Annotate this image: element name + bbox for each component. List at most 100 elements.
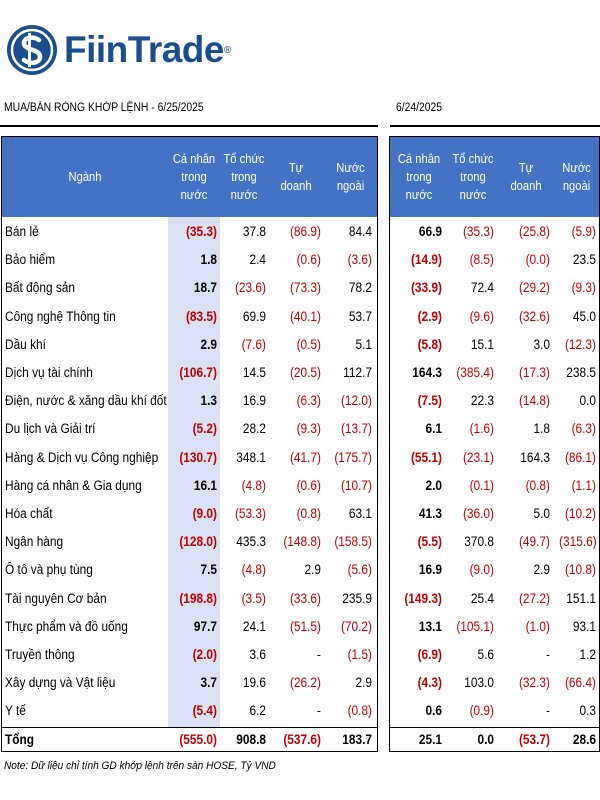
cell-individual: 18.7	[193, 280, 217, 296]
sector-name: Ngân hàng	[5, 534, 64, 550]
table-row-prev: 164.3 (385.4) (17.3) 238.5	[390, 360, 599, 386]
table-row: Ô tô và phụ tùng 7.5 (4.8) 2.9 (5.6)	[2, 557, 377, 583]
cell-institution-prev: 72.4	[470, 280, 494, 296]
cell-institution-prev: 370.8	[464, 534, 494, 550]
cell-individual: (2.0)	[192, 647, 217, 662]
table-row-prev: (5.5) 370.8 (49.7) (315.6)	[390, 529, 599, 555]
cell-institution-prev: (9.6)	[469, 308, 494, 324]
table-row-prev: (7.5) 22.3 (14.8) 0.0	[390, 388, 599, 414]
cell-individual-prev: 66.9	[418, 224, 442, 239]
cell-individual-prev: 6.1	[425, 421, 442, 437]
cell-proprietary: (51.5)	[289, 618, 321, 634]
cell-foreign-prev: 0.0	[579, 393, 596, 409]
cell-proprietary: (40.1)	[289, 308, 321, 324]
cell-individual-prev: (33.9)	[410, 280, 442, 296]
cell-proprietary: (0.6)	[296, 252, 321, 268]
total-individual: (555.0)	[179, 732, 217, 747]
brand-name: FiinTrade	[64, 29, 224, 70]
table-row: Hóa chất (9.0) (53.3) (0.8) 63.1	[2, 501, 377, 527]
cell-institution: (7.6)	[241, 336, 266, 352]
header-proprietary-prev: Tự doanh	[510, 160, 542, 193]
cell-foreign-prev: 45.0	[572, 308, 596, 324]
cell-institution-prev: (0.9)	[469, 703, 494, 719]
cell-foreign: (175.7)	[334, 449, 372, 465]
table-row-prev: (33.9) 72.4 (29.2) (9.3)	[390, 275, 599, 301]
cell-proprietary: (73.3)	[289, 280, 321, 296]
table-row: Truyền thông (2.0) 3.6 - (1.5)	[2, 642, 377, 668]
cell-foreign: (1.5)	[347, 647, 372, 662]
cell-institution-prev: 25.4	[470, 590, 494, 606]
cell-individual: (130.7)	[179, 449, 217, 465]
cell-proprietary: (6.3)	[296, 393, 321, 409]
header-institution-prev: Tổ chức trong nước	[452, 151, 494, 202]
cell-proprietary: (20.5)	[289, 365, 321, 380]
cell-foreign-prev: (86.1)	[564, 449, 596, 465]
total-label: Tổng	[5, 732, 35, 747]
cell-individual-prev: 2.0	[425, 477, 442, 493]
sector-name: Y tế	[5, 703, 26, 719]
cell-proprietary: -	[317, 647, 321, 662]
header-institution: Tổ chức trong nước	[223, 151, 265, 202]
cell-individual: 2.9	[200, 336, 217, 352]
right-table: Cá nhân trong nước Tổ chức trong nước Tự do…	[389, 136, 600, 752]
table-row: Dịch vụ tài chính (106.7) 14.5 (20.5) 112.7	[2, 360, 377, 386]
right-table-title: 6/24/2025	[396, 102, 443, 114]
cell-foreign: (3.6)	[347, 252, 372, 268]
cell-proprietary-prev: (1.0)	[525, 618, 550, 634]
cell-foreign-prev: (66.4)	[564, 675, 596, 691]
cell-foreign: (13.7)	[340, 421, 372, 437]
sector-name: Bán lẻ	[5, 224, 39, 239]
cell-proprietary-prev: 3.0	[533, 336, 550, 352]
cell-institution: 3.6	[249, 647, 266, 662]
cell-proprietary-prev: 5.0	[533, 506, 550, 521]
header-individual-prev: Cá nhân trong nước	[397, 151, 441, 202]
cell-proprietary-prev: (25.8)	[518, 224, 550, 239]
cell-institution: 69.9	[242, 308, 266, 324]
cell-proprietary: (41.7)	[289, 449, 321, 465]
cell-individual-prev: 164.3	[412, 365, 442, 380]
cell-proprietary: 2.9	[304, 562, 321, 578]
total-institution-prev: 0.0	[477, 732, 494, 747]
table-row: Y tế (5.4) 6.2 - (0.8)	[2, 698, 377, 724]
table-row-prev: (55.1) (23.1) 164.3 (86.1)	[390, 445, 599, 471]
sector-name: Dịch vụ tài chính	[5, 365, 93, 380]
cell-institution-prev: (0.1)	[469, 477, 494, 493]
cell-foreign-prev: (1.1)	[571, 477, 596, 493]
cell-individual: (198.8)	[179, 590, 217, 606]
sector-name: Dầu khí	[5, 336, 46, 352]
cell-institution: 37.8	[242, 224, 266, 239]
table-row: Điện, nước & xăng dầu khí đốt 1.3 16.9 (6.3…	[2, 388, 377, 414]
cell-proprietary: (26.2)	[289, 675, 321, 691]
cell-individual-prev: (14.9)	[410, 252, 442, 268]
left-highlight-column	[168, 217, 220, 727]
cell-foreign-prev: (6.3)	[571, 421, 596, 437]
table-row: Công nghệ Thông tin (83.5) 69.9 (40.1) 53.7	[2, 304, 377, 330]
cell-individual: 16.1	[193, 477, 217, 493]
sector-name: Hàng cá nhân & Gia dụng	[5, 477, 142, 493]
cell-individual-prev: (5.5)	[417, 534, 442, 550]
table-row-prev: 13.1 (105.1) (1.0) 93.1	[390, 614, 599, 640]
cell-institution: 2.4	[249, 252, 266, 268]
sector-name: Xây dựng và Vật liệu	[5, 675, 116, 691]
sector-name: Hàng & Dịch vụ Công nghiệp	[5, 449, 159, 465]
cell-proprietary: (33.6)	[289, 590, 321, 606]
cell-individual: (106.7)	[179, 365, 217, 380]
total-foreign: 183.7	[342, 732, 372, 747]
table-row: Ngân hàng (128.0) 435.3 (148.8) (158.5)	[2, 529, 377, 555]
cell-foreign: (12.0)	[340, 393, 372, 409]
sector-name: Truyền thông	[5, 647, 75, 662]
cell-institution-prev: 22.3	[470, 393, 494, 409]
table-row: Bất động sản 18.7 (23.6) (73.3) 78.2	[2, 275, 377, 301]
cell-individual-prev: (149.3)	[404, 590, 442, 606]
cell-proprietary-prev: 2.9	[533, 562, 550, 578]
cell-institution: 19.6	[242, 675, 266, 691]
cell-foreign-prev: 1.2	[579, 647, 596, 662]
cell-individual: (5.2)	[192, 421, 217, 437]
cell-proprietary: (0.6)	[296, 477, 321, 493]
cell-foreign: 5.1	[355, 336, 372, 352]
fiintrade-emblem-icon	[7, 25, 57, 75]
total-foreign-prev: 28.6	[572, 732, 596, 747]
table-row-prev: (5.8) 15.1 3.0 (12.3)	[390, 332, 599, 358]
cell-institution: (3.5)	[241, 590, 266, 606]
cell-foreign: 2.9	[355, 675, 372, 691]
